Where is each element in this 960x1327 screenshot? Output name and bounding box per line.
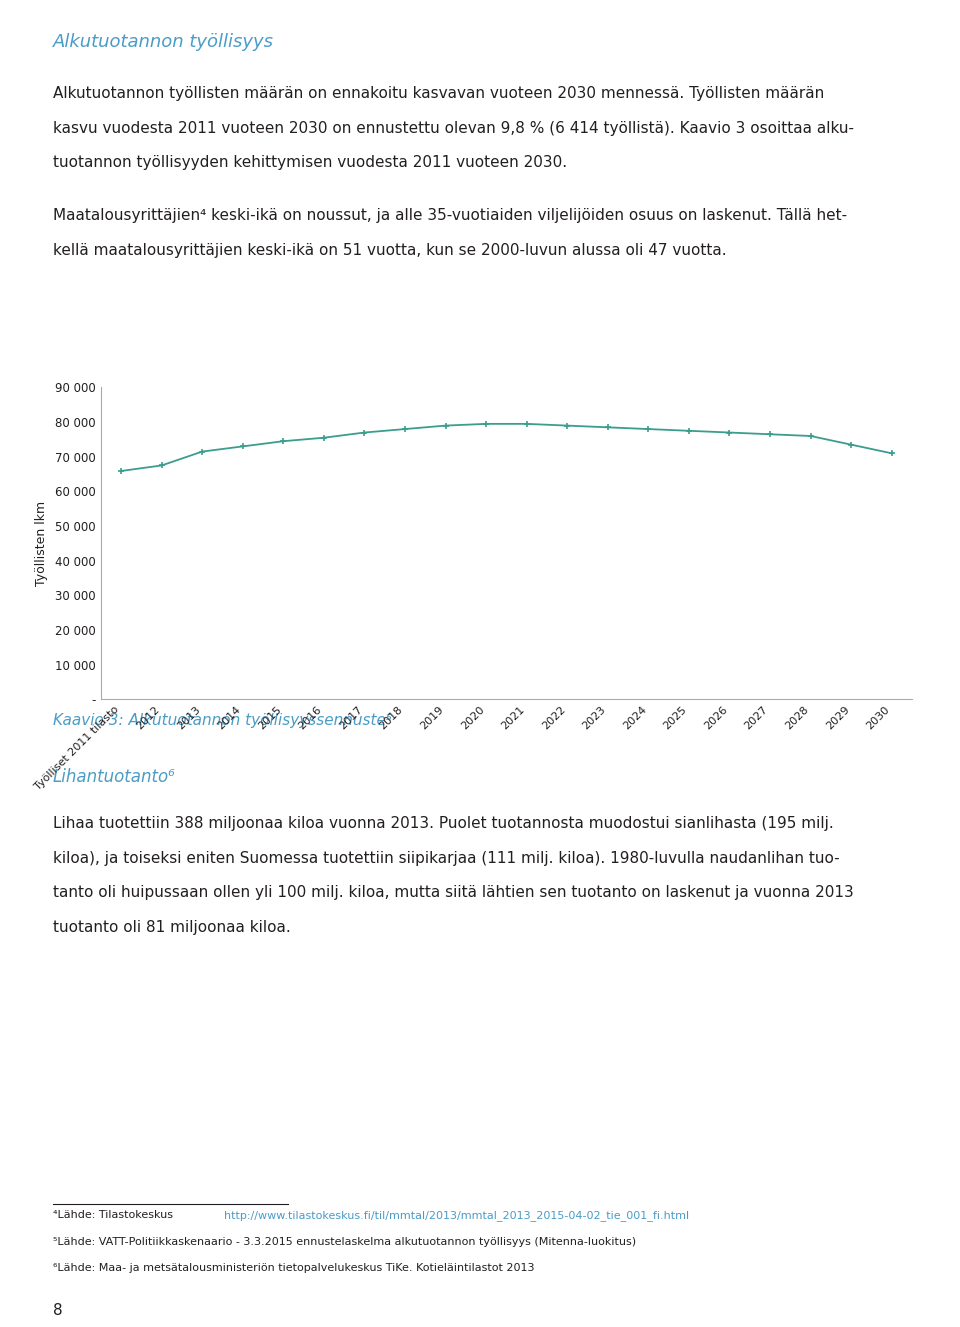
Text: Alkutuotannon työllisten määrän on ennakoitu kasvavan vuoteen 2030 mennessä. Työ: Alkutuotannon työllisten määrän on ennak… <box>53 86 824 101</box>
Text: Alkutuotannon työllisyys: Alkutuotannon työllisyys <box>53 33 274 52</box>
Text: http://www.tilastokeskus.fi/til/mmtal/2013/mmtal_2013_2015-04-02_tie_001_fi.html: http://www.tilastokeskus.fi/til/mmtal/20… <box>224 1210 689 1221</box>
Text: Lihantuotanto⁶: Lihantuotanto⁶ <box>53 768 176 787</box>
Y-axis label: Työllisten lkm: Työllisten lkm <box>36 500 48 587</box>
Text: Kaavio 3: Alkutuotannon työllisyyssennuste⁵: Kaavio 3: Alkutuotannon työllisyyssennus… <box>53 713 392 727</box>
Text: Maatalousyrittäjien⁴ keski-ikä on noussut, ja alle 35-vuotiaiden viljelijöiden o: Maatalousyrittäjien⁴ keski-ikä on noussu… <box>53 208 847 223</box>
Text: ⁶Lähde: Maa- ja metsätalousministeriön tietopalvelukeskus TiKe. Kotieläintilasto: ⁶Lähde: Maa- ja metsätalousministeriön t… <box>53 1263 535 1274</box>
Text: kasvu vuodesta 2011 vuoteen 2030 on ennustettu olevan 9,8 % (6 414 työllistä). K: kasvu vuodesta 2011 vuoteen 2030 on ennu… <box>53 121 853 135</box>
Text: kiloa), ja toiseksi eniten Suomessa tuotettiin siipikarjaa (111 milj. kiloa). 19: kiloa), ja toiseksi eniten Suomessa tuot… <box>53 851 839 865</box>
Text: tuotannon työllisyyden kehittymisen vuodesta 2011 vuoteen 2030.: tuotannon työllisyyden kehittymisen vuod… <box>53 155 567 170</box>
Text: kellä maatalousyrittäjien keski-ikä on 51 vuotta, kun se 2000-luvun alussa oli 4: kellä maatalousyrittäjien keski-ikä on 5… <box>53 243 727 257</box>
Text: Lihaa tuotettiin 388 miljoonaa kiloa vuonna 2013. Puolet tuotannosta muodostui s: Lihaa tuotettiin 388 miljoonaa kiloa vuo… <box>53 816 833 831</box>
Text: tanto oli huipussaan ollen yli 100 milj. kiloa, mutta siitä lähtien sen tuotanto: tanto oli huipussaan ollen yli 100 milj.… <box>53 885 853 900</box>
Text: ⁵Lähde: VATT-Politiikkaskenaario - 3.3.2015 ennustelaskelma alkutuotannon työlli: ⁵Lähde: VATT-Politiikkaskenaario - 3.3.2… <box>53 1237 636 1247</box>
Text: 8: 8 <box>53 1303 62 1318</box>
Text: tuotanto oli 81 miljoonaa kiloa.: tuotanto oli 81 miljoonaa kiloa. <box>53 920 291 934</box>
Text: ⁴Lähde: Tilastokeskus: ⁴Lähde: Tilastokeskus <box>53 1210 177 1221</box>
